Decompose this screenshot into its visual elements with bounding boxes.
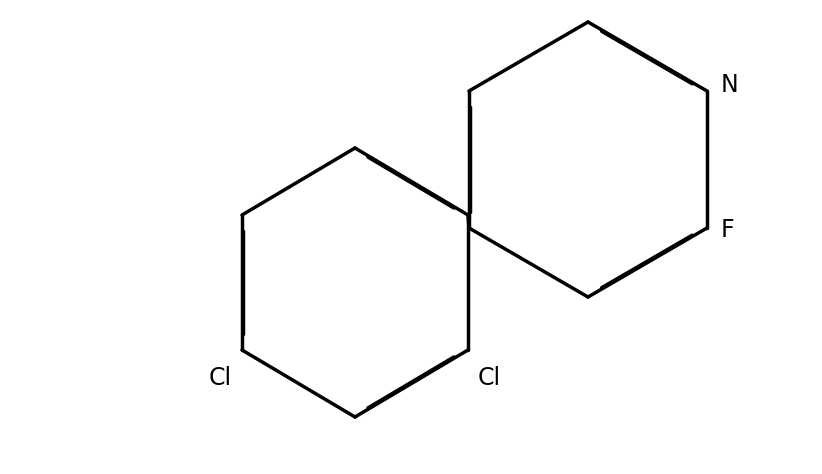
Text: Cl: Cl — [209, 366, 232, 390]
Text: F: F — [721, 218, 735, 242]
Text: N: N — [721, 73, 739, 97]
Text: Cl: Cl — [478, 366, 501, 390]
